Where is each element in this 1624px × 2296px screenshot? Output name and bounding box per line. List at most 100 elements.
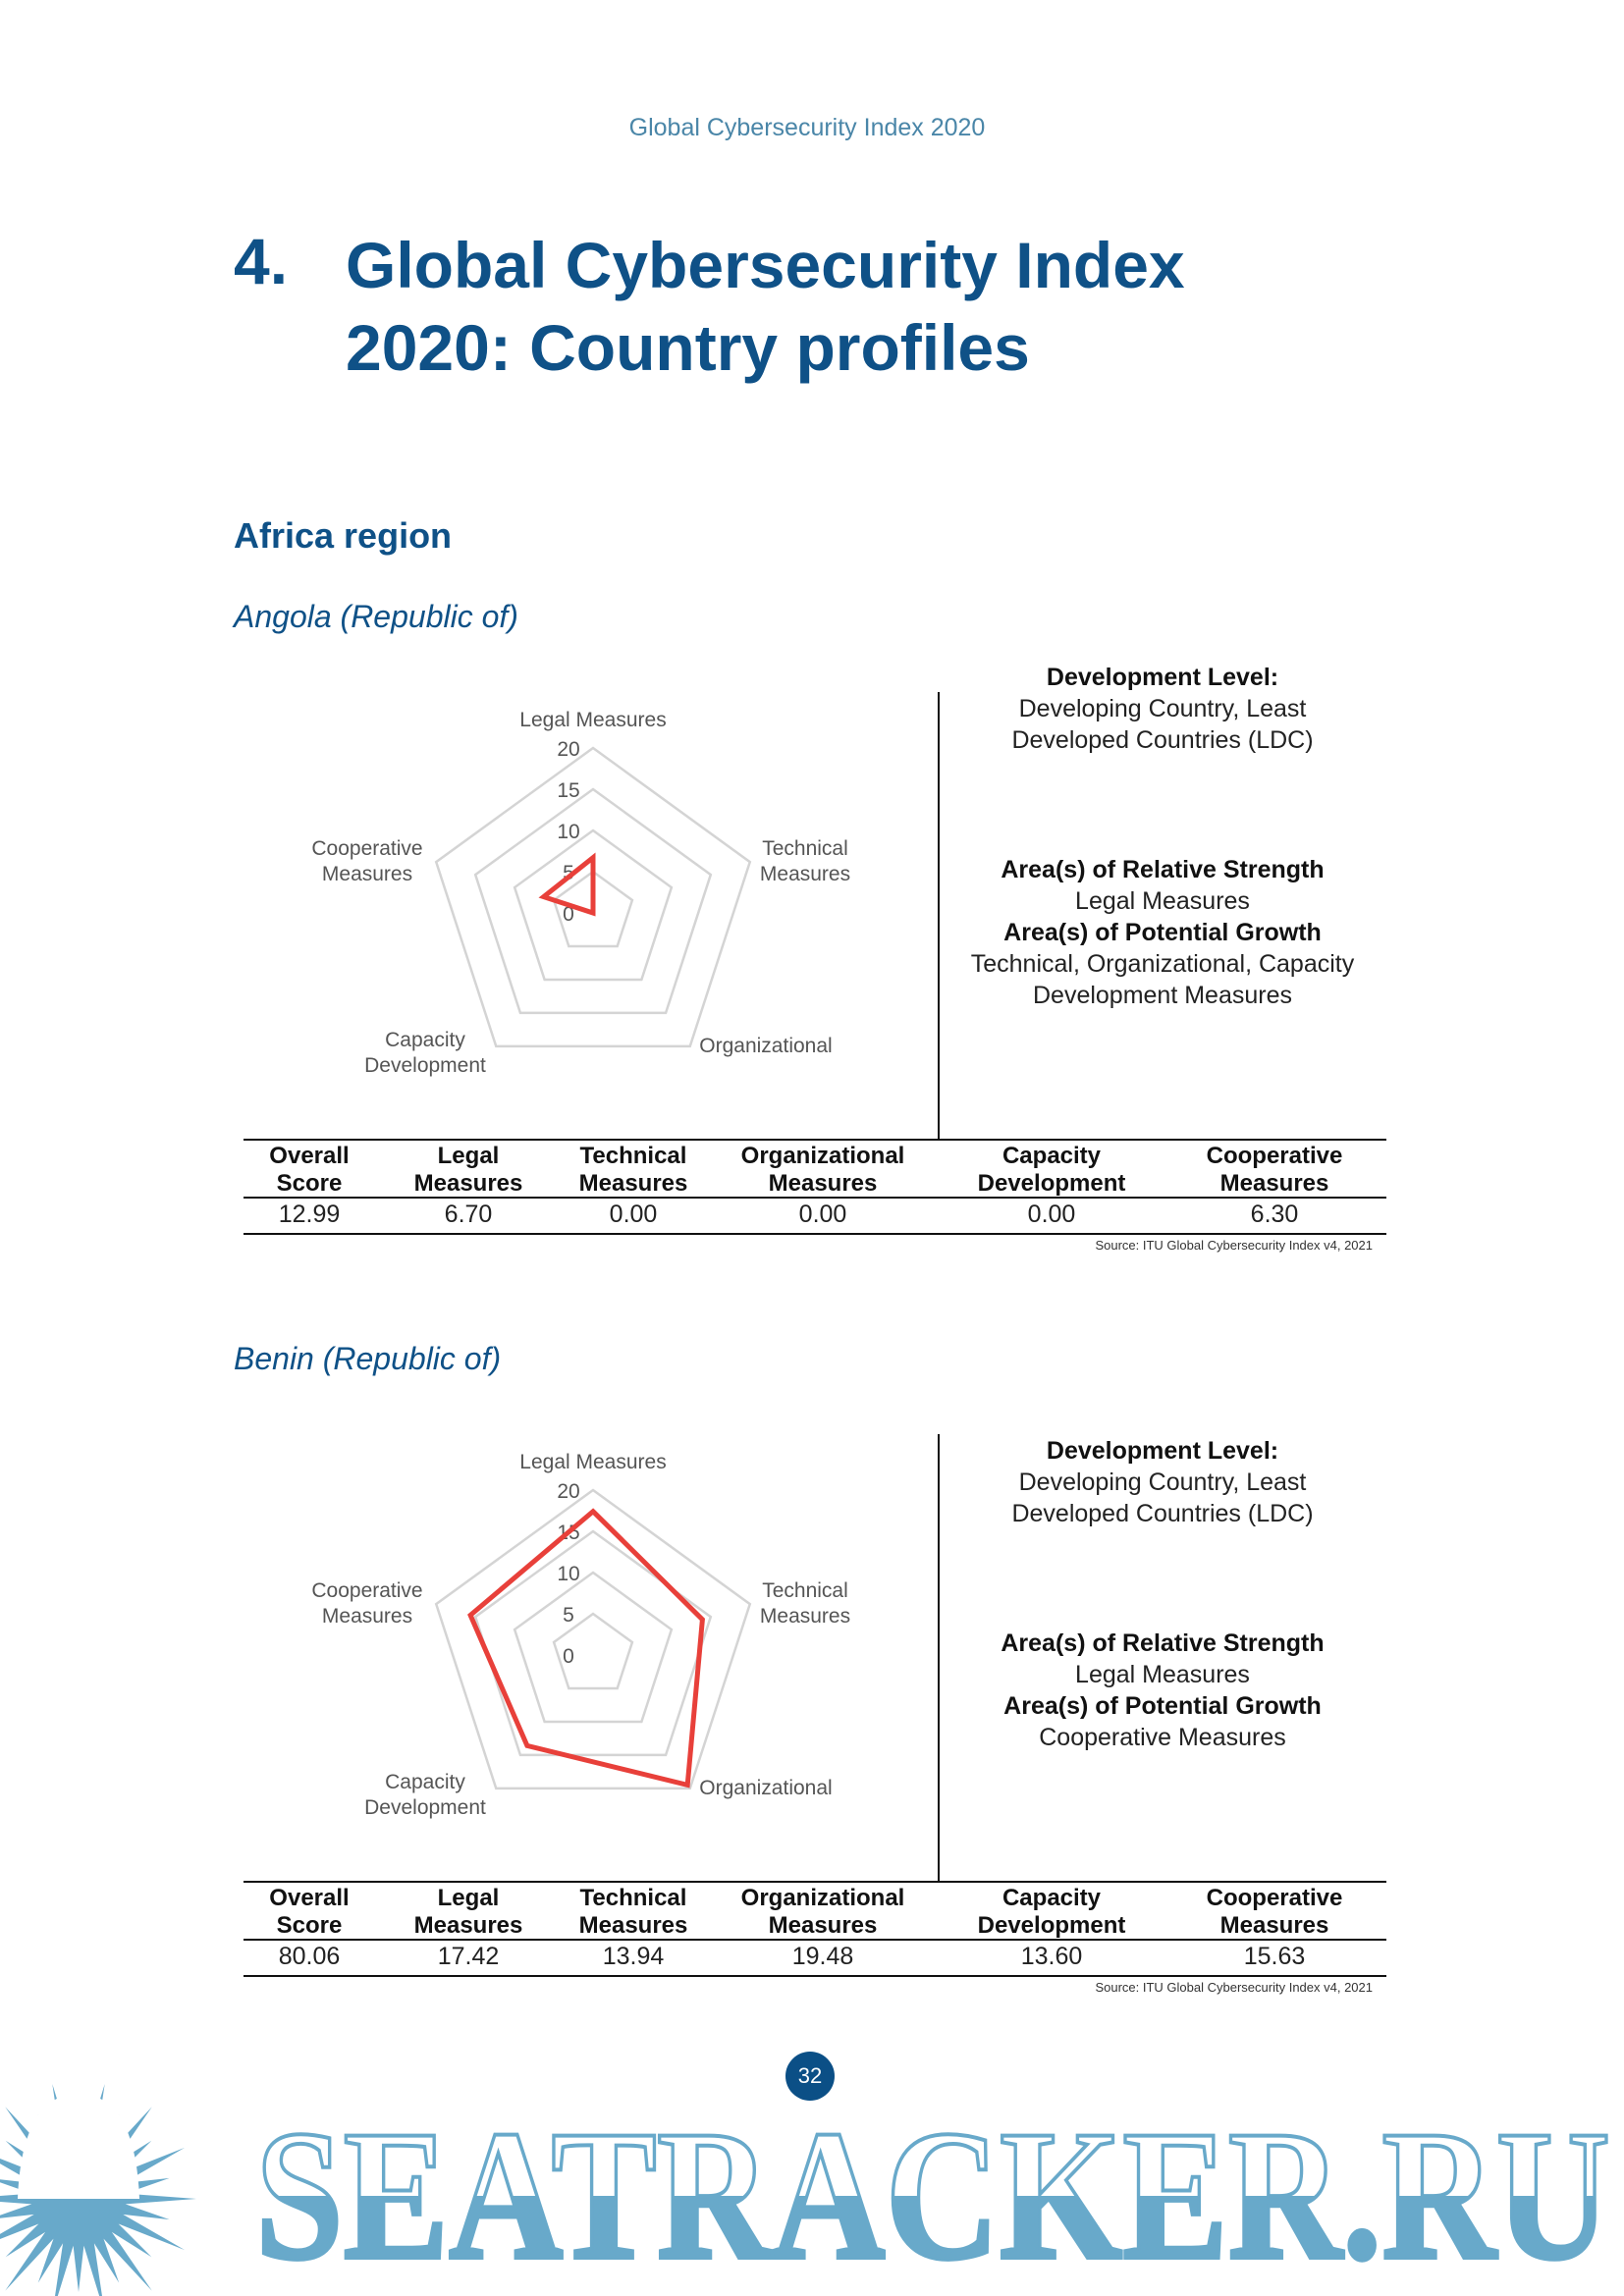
table-header-line: Measures <box>413 1170 523 1197</box>
grid-ring <box>513 1571 674 1724</box>
potential-growth-value: Technical, Organizational, Capacity <box>970 950 1355 978</box>
grid-ring <box>513 828 674 982</box>
region-heading: Africa region <box>234 515 453 556</box>
table-cell: 0.00 <box>798 1201 847 1228</box>
grid-ring <box>434 1488 752 1790</box>
running-header: Global Cybersecurity Index 2020 <box>628 114 986 141</box>
sunburst-logo-icon <box>0 2084 196 2296</box>
table-header-line: Overall <box>269 1143 350 1169</box>
grid-ring <box>434 746 752 1048</box>
grid-ring <box>473 1529 713 1757</box>
axis-label: Measures <box>322 863 412 885</box>
development-level-label: Development Level: <box>1046 1437 1279 1465</box>
potential-growth-value: Cooperative Measures <box>1039 1724 1286 1751</box>
relative-strength-value: Legal Measures <box>1075 887 1250 915</box>
relative-strength-label: Area(s) of Relative Strength <box>1001 856 1325 883</box>
table-header-line: Cooperative <box>1206 1143 1343 1169</box>
table-header: Organizational Measures <box>741 1885 905 1940</box>
table-header: Capacity Development <box>978 1143 1126 1198</box>
watermark-text: SEATRACKER.RU <box>255 2093 1610 2296</box>
axis-label: Capacity <box>385 1771 465 1793</box>
table-header: Overall Score <box>269 1885 349 1940</box>
table-header: Cooperative Measures <box>1207 1885 1343 1940</box>
table-header-line: Legal <box>437 1143 500 1169</box>
development-level-value: Developed Countries (LDC) <box>1011 1500 1314 1527</box>
table-header-line: Technical <box>579 1885 687 1911</box>
table-header-line: Capacity <box>1001 1143 1102 1169</box>
table-header-rule <box>244 1939 1386 1941</box>
relative-strength-value: Legal Measures <box>1075 1661 1250 1688</box>
table-bottom-rule <box>244 1233 1386 1235</box>
vertical-divider <box>938 1434 940 1882</box>
axis-label: Measures <box>322 1605 412 1628</box>
table-header: Overall Score <box>269 1143 349 1198</box>
table-cell: 12.99 <box>278 1201 341 1228</box>
development-level-value: Developed Countries (LDC) <box>1011 726 1314 754</box>
tick-label: 20 <box>557 1480 579 1503</box>
table-header-line: Measures <box>413 1912 523 1939</box>
axis-label: Development <box>364 1054 486 1077</box>
axis-label: Measures <box>760 1605 850 1628</box>
table-header-line: Organizational <box>740 1143 905 1169</box>
table-header-rule <box>244 1197 1386 1199</box>
potential-growth-value: Development Measures <box>1032 982 1292 1009</box>
axis-label: Technical <box>762 1579 848 1602</box>
tick-label: 0 <box>563 903 574 926</box>
table-header-line: Organizational <box>740 1885 905 1911</box>
axis-label: Measures <box>760 863 850 885</box>
chapter-title: Global Cybersecurity Index 2020: Country… <box>346 224 1185 389</box>
axis-label: Development <box>364 1796 486 1819</box>
table-cell: 19.48 <box>791 1943 854 1970</box>
axis-label: Cooperative <box>311 837 422 860</box>
chapter-title-line2: 2020: Country profiles <box>346 311 1030 384</box>
tick-label: 10 <box>557 821 579 843</box>
country-profile: Benin (Republic of) 0 5 10 15 20 Legal Measure… <box>0 1341 1624 2008</box>
series-line <box>538 852 596 917</box>
page-number: 32 <box>785 2052 835 2101</box>
table-cell: 13.60 <box>1020 1943 1083 1970</box>
table-header-line: Overall <box>269 1885 350 1911</box>
table-cell: 15.63 <box>1243 1943 1306 1970</box>
table-header-line: Score <box>276 1912 343 1939</box>
country-title: Benin (Republic of) <box>234 1341 502 1376</box>
potential-growth-label: Area(s) of Potential Growth <box>1003 1692 1322 1720</box>
table-header: Legal Measures <box>414 1885 523 1940</box>
grid-ring <box>552 1612 634 1690</box>
table-header: Technical Measures <box>579 1885 688 1940</box>
axis-label: Legal Measures <box>519 1451 666 1473</box>
table-header-line: Capacity <box>1001 1885 1102 1911</box>
table-header: Technical Measures <box>579 1143 688 1198</box>
tick-label: 15 <box>557 779 579 802</box>
grid-ring <box>473 787 713 1015</box>
table-header-line: Technical <box>579 1143 687 1169</box>
table-header-line: Score <box>276 1170 343 1197</box>
axis-label: Capacity <box>385 1029 465 1051</box>
relative-strength-label: Area(s) of Relative Strength <box>1001 1629 1325 1657</box>
development-level-value: Developing Country, Least <box>1018 695 1307 722</box>
axis-label: Technical <box>762 837 848 860</box>
chapter-title-line1: Global Cybersecurity Index <box>346 229 1185 301</box>
development-level-value: Developing Country, Least <box>1018 1468 1307 1496</box>
table-header: Capacity Development <box>978 1885 1126 1940</box>
table-header: Cooperative Measures <box>1207 1143 1343 1198</box>
grid-ring <box>552 870 634 948</box>
table-header-line: Development <box>977 1912 1126 1939</box>
axis-label: Organizational <box>699 1777 832 1799</box>
table-header: Legal Measures <box>414 1143 523 1198</box>
tick-label: 20 <box>557 738 579 761</box>
table-header-line: Measures <box>578 1170 688 1197</box>
tick-label: 5 <box>563 1604 574 1627</box>
country-profile: Angola (Republic of) 0 5 10 15 20 Legal Measur… <box>0 599 1624 1266</box>
table-top-rule <box>244 1139 1386 1141</box>
table-cell: 80.06 <box>278 1943 341 1970</box>
axis-label: Legal Measures <box>519 709 666 731</box>
profile-summary: Development Level: Developing Country, Le… <box>937 662 1388 1011</box>
chapter-number: 4. <box>234 225 289 297</box>
tick-label: 5 <box>563 862 574 884</box>
table-header-line: Measures <box>768 1912 878 1939</box>
table-bottom-rule <box>244 1975 1386 1977</box>
table-header-line: Measures <box>768 1170 878 1197</box>
vertical-divider <box>938 692 940 1140</box>
table-header: Organizational Measures <box>741 1143 905 1198</box>
